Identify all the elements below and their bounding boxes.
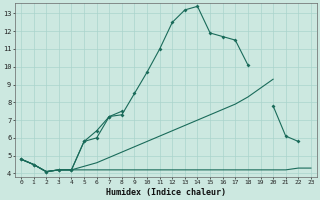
- X-axis label: Humidex (Indice chaleur): Humidex (Indice chaleur): [106, 188, 226, 197]
